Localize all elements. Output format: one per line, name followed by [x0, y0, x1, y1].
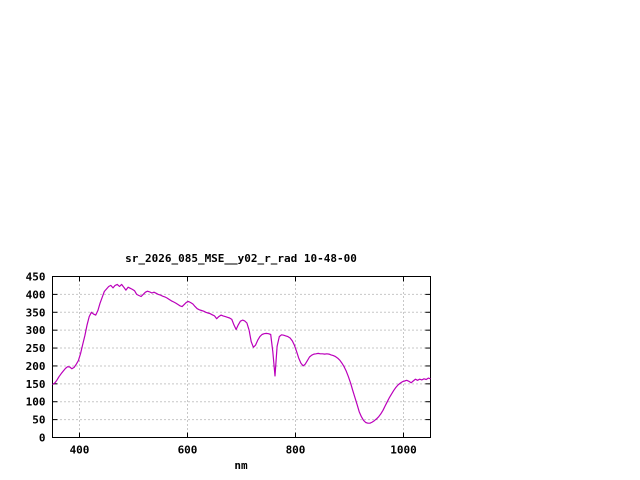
tick-label-layer: 0 50 100 150 200 250 300 350 400 450 400 600 800 1000	[26, 271, 417, 457]
x-tick-label: 600	[178, 444, 198, 457]
x-tick-label: 400	[70, 444, 90, 457]
y-tick-label: 450	[26, 271, 46, 284]
tick-layer	[52, 276, 431, 438]
x-tick-label: 800	[286, 444, 306, 457]
y-tick-label: 150	[26, 378, 46, 391]
y-tick-label: 300	[26, 324, 46, 337]
x-axis-label: nm	[234, 459, 248, 472]
grid-layer	[52, 276, 431, 438]
series-line	[52, 283, 431, 424]
y-tick-label: 350	[26, 306, 46, 319]
chart-title: sr_2026_085_MSE__y02_r_rad 10-48-00	[125, 252, 357, 265]
data-line-layer	[52, 283, 431, 424]
y-tick-label: 250	[26, 342, 46, 355]
plot-border	[52, 276, 431, 438]
y-tick-label: 200	[26, 360, 46, 373]
y-tick-label: 400	[26, 288, 46, 301]
x-tick-label: 1000	[390, 444, 417, 457]
y-tick-label: 100	[26, 396, 46, 409]
y-tick-label: 50	[32, 414, 45, 427]
y-tick-label: 0	[39, 432, 46, 445]
